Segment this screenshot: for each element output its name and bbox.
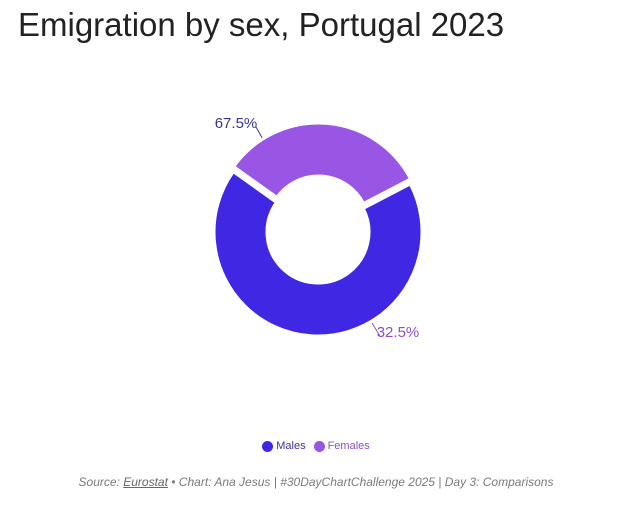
chart-caption: Source: Eurostat • Chart: Ana Jesus | #3…	[0, 475, 632, 489]
chart-title: Emigration by sex, Portugal 2023	[18, 6, 505, 43]
donut-slice-females[interactable]	[231, 121, 413, 206]
legend-item-females[interactable]: Females	[313, 440, 370, 452]
caption-credits: • Chart: Ana Jesus | #30DayChartChalleng…	[167, 475, 554, 489]
legend-swatch-males	[262, 440, 274, 452]
legend-item-males[interactable]: Males	[262, 440, 306, 452]
source-link[interactable]: Eurostat	[123, 475, 168, 489]
legend-swatch-females	[313, 440, 325, 452]
legend-label-males: Males	[276, 440, 306, 452]
caption-source-prefix: Source:	[78, 475, 124, 489]
leader-line-females	[371, 322, 381, 337]
chart-legend: Males Females	[0, 440, 632, 452]
donut-chart: 67.5% 32.5%	[212, 115, 424, 341]
data-label-males: 67.5%	[215, 115, 258, 132]
legend-label-females: Females	[327, 440, 370, 452]
donut-slice-males[interactable]	[212, 169, 424, 338]
data-label-females: 32.5%	[377, 324, 420, 341]
